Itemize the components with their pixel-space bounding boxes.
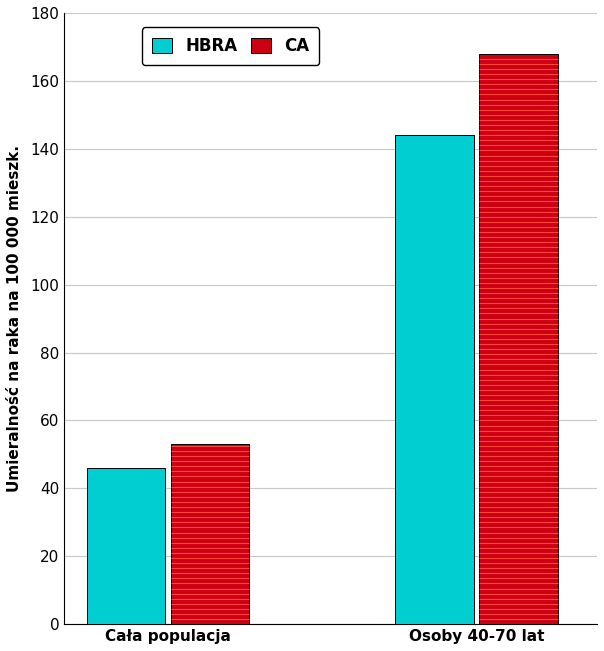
Bar — [171, 444, 249, 624]
Bar — [395, 135, 474, 624]
Y-axis label: Umieralność na raka na 100 000 mieszk.: Umieralność na raka na 100 000 mieszk. — [7, 145, 22, 492]
Bar — [86, 468, 165, 624]
Legend: HBRA, CA: HBRA, CA — [142, 27, 319, 65]
Bar — [479, 53, 557, 624]
